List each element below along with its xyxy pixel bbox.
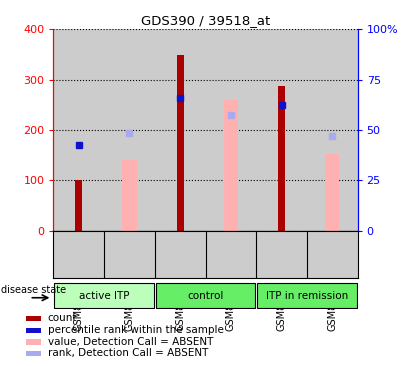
Bar [177,55,184,231]
Text: ITP in remission: ITP in remission [266,291,348,300]
Bar [122,160,136,231]
Bar [206,29,256,231]
Text: percentile rank within the sample: percentile rank within the sample [48,325,224,335]
Bar [26,316,41,321]
Bar [307,29,358,231]
Bar [256,29,307,231]
Text: active ITP: active ITP [79,291,129,300]
Bar [104,29,155,231]
FancyBboxPatch shape [257,283,357,308]
Bar [224,100,238,231]
Bar [26,340,41,344]
FancyBboxPatch shape [156,283,255,308]
Text: rank, Detection Call = ABSENT: rank, Detection Call = ABSENT [48,348,208,358]
FancyBboxPatch shape [54,283,154,308]
Bar [75,180,82,231]
Bar [155,29,206,231]
Bar [53,29,104,231]
Text: disease state: disease state [1,284,66,295]
Bar [325,154,339,231]
Text: count: count [48,313,77,323]
Text: control: control [187,291,224,300]
Bar [26,328,41,333]
Text: value, Detection Call = ABSENT: value, Detection Call = ABSENT [48,337,213,347]
Bar [26,351,41,356]
Bar [278,86,285,231]
Title: GDS390 / 39518_at: GDS390 / 39518_at [141,14,270,27]
